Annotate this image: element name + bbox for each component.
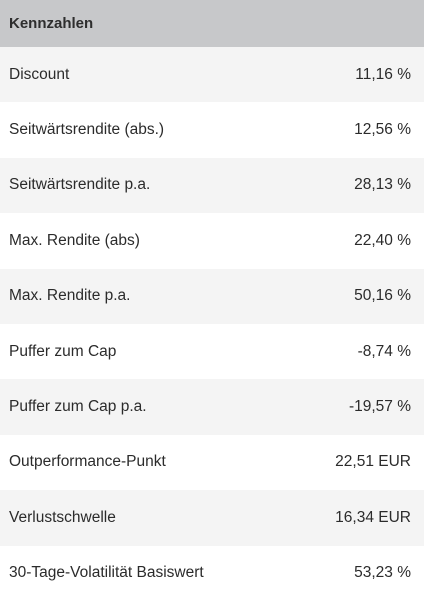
table-row-max-return-pa: Max. Rendite p.a. 50,16 % <box>0 268 424 324</box>
table-row-discount: Discount 11,16 % <box>0 47 424 103</box>
row-label: Puffer zum Cap <box>9 342 117 360</box>
row-value: 50,16 % <box>354 287 411 305</box>
table-row-buffer-to-cap: Puffer zum Cap -8,74 % <box>0 323 424 380</box>
row-label: Seitwärtsrendite (abs.) <box>9 121 165 139</box>
row-value: 22,40 % <box>354 231 411 249</box>
table-row-buffer-to-cap-pa: Puffer zum Cap p.a. -19,57 % <box>0 379 424 435</box>
table-row-loss-threshold: Verlustschwelle 16,34 EUR <box>0 490 424 546</box>
row-label: Discount <box>9 65 70 83</box>
row-label: 30-Tage-Volatilität Basiswert <box>9 564 204 582</box>
row-value: 22,51 EUR <box>335 453 411 471</box>
key-figures-table: Discount 11,16 % Seitwärtsrendite (abs.)… <box>0 47 424 601</box>
panel-header: Kennzahlen <box>0 0 424 47</box>
table-row-30-day-volatility: 30-Tage-Volatilität Basiswert 53,23 % <box>0 545 424 601</box>
row-label: Outperformance-Punkt <box>9 453 166 471</box>
row-value: 12,56 % <box>354 121 411 139</box>
row-value: 53,23 % <box>354 564 411 582</box>
row-label: Verlustschwelle <box>9 508 116 526</box>
row-value: -8,74 % <box>357 342 411 360</box>
table-row-outperformance-point: Outperformance-Punkt 22,51 EUR <box>0 434 424 491</box>
table-row-max-return-abs: Max. Rendite (abs) 22,40 % <box>0 213 424 269</box>
key-figures-panel: Kennzahlen Discount 11,16 % Seitwärtsren… <box>0 0 424 601</box>
panel-title: Kennzahlen <box>9 15 94 32</box>
row-value: 28,13 % <box>354 176 411 194</box>
row-value: -19,57 % <box>348 398 411 416</box>
table-row-sideways-return-pa: Seitwärtsrendite p.a. 28,13 % <box>0 157 424 214</box>
row-value: 11,16 % <box>355 65 411 83</box>
row-value: 16,34 EUR <box>335 508 411 526</box>
row-label: Puffer zum Cap p.a. <box>9 398 147 416</box>
row-label: Seitwärtsrendite p.a. <box>9 176 151 194</box>
row-label: Max. Rendite p.a. <box>9 287 131 305</box>
table-row-sideways-return-abs: Seitwärtsrendite (abs.) 12,56 % <box>0 102 424 158</box>
row-label: Max. Rendite (abs) <box>9 231 140 249</box>
